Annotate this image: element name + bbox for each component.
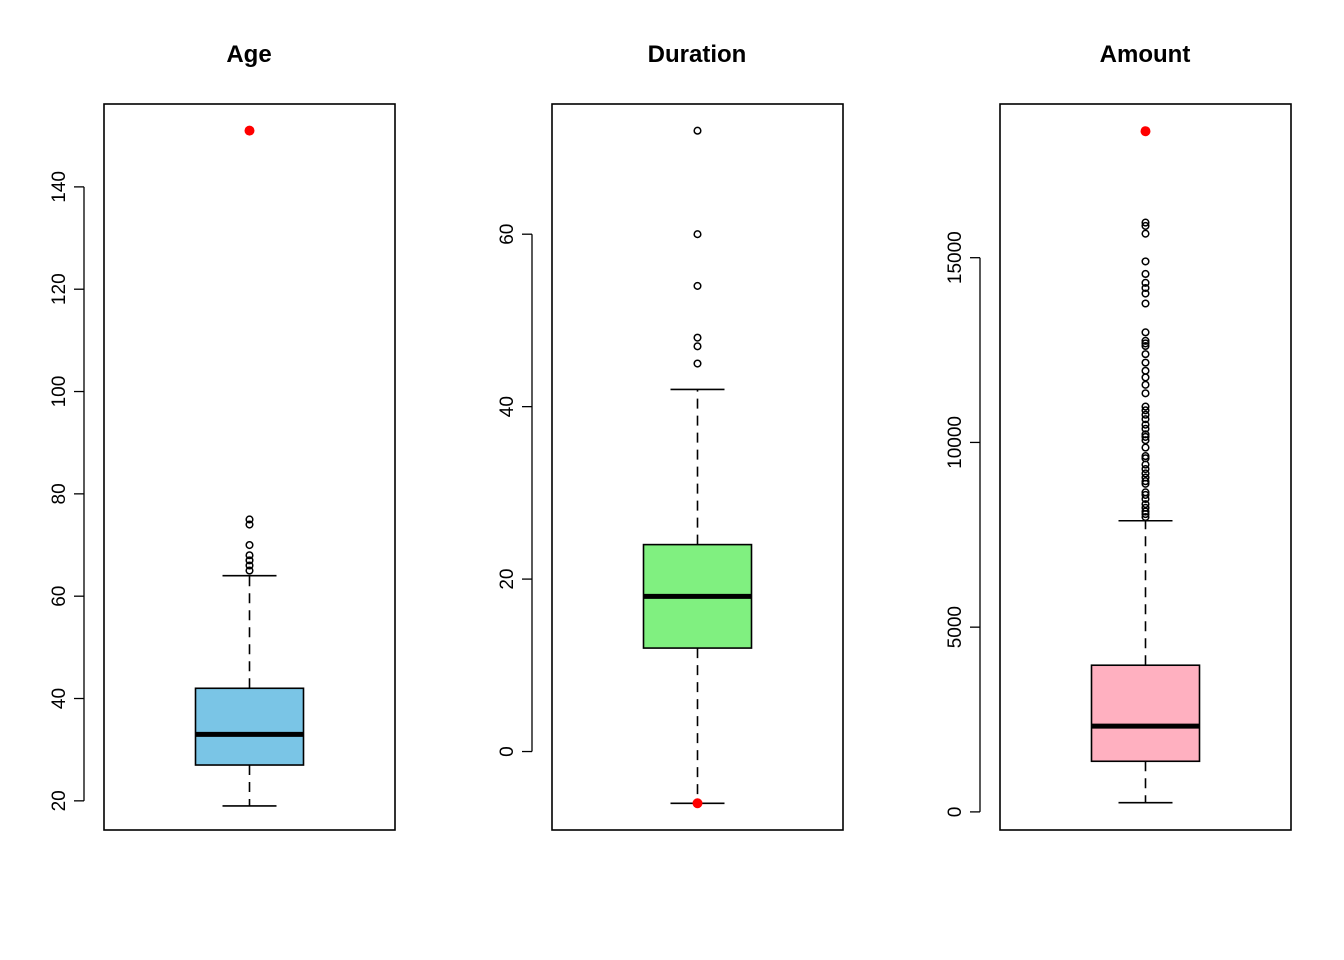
outlier-point-amount: [1141, 389, 1150, 398]
y-tick-label-amount: 5000: [945, 606, 966, 648]
plot-frame-amount: [999, 103, 1292, 831]
panel-title-age: Age: [226, 41, 271, 68]
y-tick-label-amount: 0: [945, 807, 966, 818]
box-iqr-age: [194, 687, 305, 766]
outlier-point-amount: [1141, 257, 1150, 266]
outlier-point-amount: [1141, 373, 1150, 382]
highlighted-point-age: [244, 125, 255, 136]
outlier-point-amount: [1141, 410, 1150, 419]
outlier-point-amount: [1141, 415, 1150, 424]
y-tick-label-amount: 15000: [945, 231, 966, 284]
y-tick-label-age: 100: [49, 376, 70, 408]
y-tick-label-duration: 20: [497, 569, 518, 590]
outlier-point-duration: [693, 359, 702, 368]
panel-title-amount: Amount: [1100, 41, 1191, 68]
outlier-point-amount: [1141, 443, 1150, 452]
outlier-point-amount: [1141, 358, 1150, 367]
outlier-point-amount: [1141, 477, 1150, 486]
outlier-point-amount: [1141, 490, 1150, 499]
y-tick-label-age: 80: [49, 483, 70, 504]
outlier-point-amount: [1141, 473, 1150, 482]
outlier-point-amount: [1141, 424, 1150, 433]
outlier-point-amount: [1141, 283, 1150, 293]
plot-frame-age: [103, 103, 396, 831]
outlier-point-amount: [1141, 278, 1150, 287]
y-tick-label-amount: 10000: [945, 416, 966, 469]
outlier-point-amount: [1141, 339, 1150, 348]
outlier-point-amount: [1141, 402, 1150, 411]
outlier-point-amount: [1141, 380, 1150, 389]
outlier-point-duration: [693, 126, 702, 135]
outlier-point-duration: [693, 333, 702, 342]
outlier-point-age: [245, 520, 254, 529]
outlier-point-amount: [1141, 432, 1150, 441]
outlier-point-duration: [693, 281, 702, 290]
outlier-point-age: [245, 556, 254, 565]
outlier-point-amount: [1141, 221, 1150, 230]
outlier-point-amount: [1141, 341, 1150, 351]
panel-duration: Duration 0 20 40 60: [497, 41, 844, 831]
outlier-point-amount: [1141, 406, 1150, 415]
y-tick-label-duration: 0: [497, 746, 518, 757]
highlighted-point-duration: [692, 798, 703, 809]
y-tick-label-age: 20: [49, 790, 70, 811]
y-tick-label-age: 60: [49, 586, 70, 607]
y-tick-label-duration: 60: [497, 224, 518, 245]
outlier-point-duration: [693, 230, 702, 239]
plot-frame-duration: [551, 103, 844, 831]
y-tick-label-age: 120: [49, 273, 70, 305]
outlier-point-amount: [1141, 299, 1150, 308]
outlier-point-amount: [1141, 430, 1150, 439]
outlier-point-amount: [1141, 513, 1150, 522]
outlier-point-amount: [1141, 229, 1150, 238]
outlier-point-age: [245, 561, 254, 570]
outlier-point-amount: [1141, 350, 1150, 359]
outlier-point-amount: [1141, 366, 1150, 375]
outlier-point-amount: [1141, 469, 1150, 478]
y-tick-label-age: 40: [49, 688, 70, 709]
outlier-point-amount: [1141, 269, 1150, 279]
box-iqr-amount: [1090, 664, 1201, 763]
outlier-point-age: [245, 566, 254, 575]
outlier-point-amount: [1141, 488, 1150, 497]
outlier-point-amount: [1141, 452, 1150, 461]
outlier-point-age: [245, 551, 254, 560]
panel-amount: Amount 0 5000 10000 15000: [945, 41, 1292, 831]
outlier-point-amount: [1141, 328, 1150, 337]
outlier-point-amount: [1141, 218, 1150, 227]
panel-title-duration: Duration: [648, 41, 747, 68]
outlier-point-amount: [1141, 289, 1150, 298]
y-tick-label-duration: 40: [497, 396, 518, 417]
y-tick-label-age: 140: [49, 171, 70, 203]
outlier-point-age: [245, 515, 254, 524]
panel-age: Age 20 40 60 80 100 120 140: [49, 41, 396, 831]
outlier-point-amount: [1141, 336, 1150, 345]
highlighted-point-amount: [1140, 126, 1151, 137]
outlier-point-amount: [1141, 500, 1150, 509]
outlier-point-amount: [1141, 464, 1150, 474]
outlier-point-duration: [693, 342, 702, 351]
outlier-point-age: [245, 540, 254, 550]
outlier-point-amount: [1141, 503, 1150, 512]
outlier-point-amount: [1141, 420, 1150, 429]
outlier-point-amount: [1141, 507, 1150, 516]
